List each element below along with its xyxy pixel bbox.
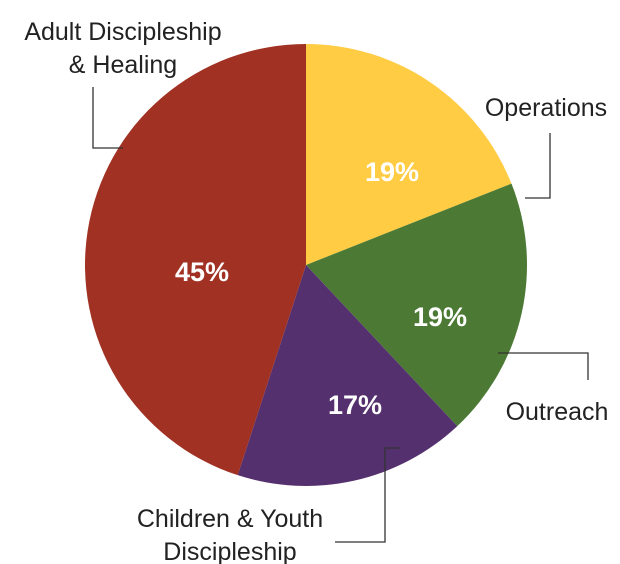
slice-category-label: & Healing — [69, 51, 177, 79]
slice-percent-label: 45% — [175, 257, 229, 287]
pie-slice — [306, 44, 512, 265]
slice-percent-label: 19% — [413, 302, 467, 332]
slice-percent-label: 17% — [328, 390, 382, 420]
leader-line — [92, 87, 123, 149]
leader-line — [498, 352, 589, 380]
slice-category-label: Discipleship — [163, 538, 296, 564]
slice-percent-label: 19% — [365, 157, 419, 187]
leader-line — [525, 133, 551, 199]
leader-lines — [92, 87, 589, 543]
pie-slice — [237, 265, 458, 486]
category-labels: Operations Outreach Children & Youth Discip… — [24, 18, 608, 564]
pie-slice — [306, 183, 527, 427]
pie-slices — [85, 44, 527, 486]
leader-line — [335, 447, 400, 543]
slice-category-label: Outreach — [506, 398, 609, 426]
slice-category-label: Adult Discipleship — [24, 18, 221, 46]
slice-category-label: Children & Youth — [137, 505, 323, 533]
slice-category-label: Operations — [485, 94, 607, 122]
pie-slice — [85, 44, 306, 476]
percent-labels: 19% 19% 17% 45% — [175, 157, 467, 420]
